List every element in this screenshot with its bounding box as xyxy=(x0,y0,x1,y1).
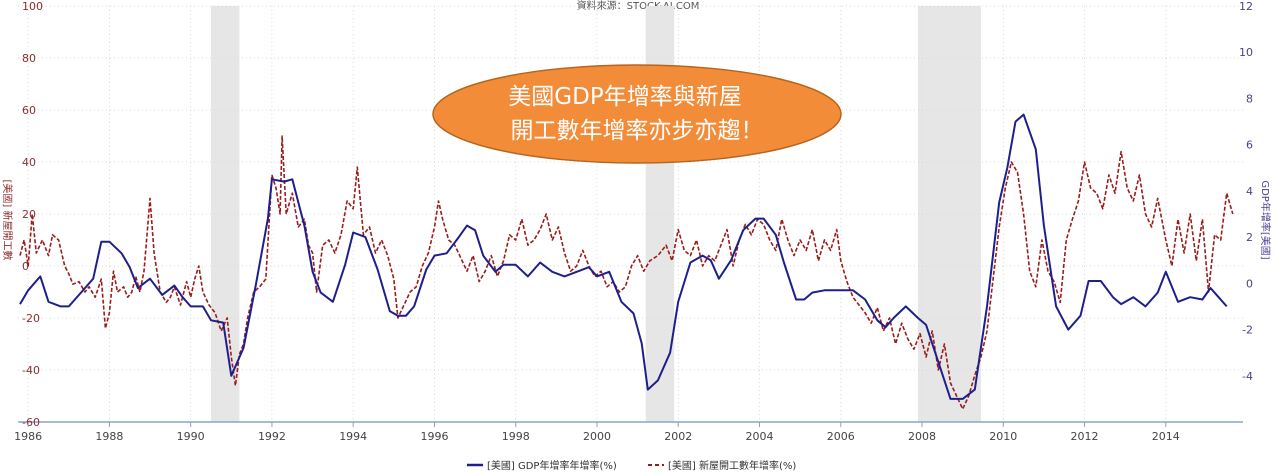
left-tick-label: -60 xyxy=(22,416,40,429)
right-axis-title: GDP年增率[美國] xyxy=(1259,180,1272,259)
housing-starts-line xyxy=(19,135,1234,410)
x-tick-label: 1990 xyxy=(177,430,205,443)
right-tick-label: 4 xyxy=(1246,185,1253,198)
left-axis-title: [美國] 新屋開工數 xyxy=(1,180,14,261)
left-tick-label: 100 xyxy=(22,0,43,13)
legend: [美國] GDP年增率年增率(%) [美國] 新屋開工數年增率(%) xyxy=(467,459,796,472)
x-tick-label: 2010 xyxy=(989,430,1017,443)
annotation-line-2: 開工數年增率亦步亦趨！ xyxy=(511,118,764,144)
x-tick-label: 1992 xyxy=(258,430,286,443)
legend-label-gdp: [美國] GDP年增率年增率(%) xyxy=(487,459,617,472)
right-tick-label: 10 xyxy=(1239,46,1253,59)
x-tick-label: 2006 xyxy=(827,430,855,443)
x-tick-label: 1994 xyxy=(339,430,367,443)
x-tick-label: 2008 xyxy=(908,430,936,443)
x-tick-label: 2004 xyxy=(746,430,774,443)
x-axis-ticks: 1986 1988 1990 1992 1994 1996 1998 2000 2002 2004… xyxy=(14,422,1180,443)
right-tick-label: 12 xyxy=(1239,0,1253,13)
right-tick-label: 0 xyxy=(1246,277,1253,290)
legend-label-housing: [美國] 新屋開工數年增率(%) xyxy=(668,459,796,472)
right-tick-label: -2 xyxy=(1242,324,1253,337)
x-tick-label: 2014 xyxy=(1152,430,1180,443)
x-tick-label: 2012 xyxy=(1071,430,1099,443)
left-tick-label: 60 xyxy=(22,104,36,117)
x-tick-label: 1996 xyxy=(420,430,448,443)
x-tick-label: 1998 xyxy=(502,430,530,443)
x-tick-label: 1988 xyxy=(95,430,123,443)
right-tick-label: 6 xyxy=(1246,139,1253,152)
right-tick-label: 8 xyxy=(1246,92,1253,105)
annotation-bubble xyxy=(432,64,842,164)
left-axis-ticks: 100 80 60 40 20 0 -20 -40 -60 xyxy=(22,0,43,429)
annotation-line-1: 美國GDP年增率與新屋 xyxy=(508,84,741,110)
gridlines xyxy=(18,5,1243,423)
series-layer xyxy=(19,113,1234,410)
right-tick-label: 2 xyxy=(1246,231,1253,244)
left-tick-label: 40 xyxy=(22,156,36,169)
left-tick-label: 0 xyxy=(22,260,29,273)
left-tick-label: 80 xyxy=(22,52,36,65)
left-tick-label: -20 xyxy=(22,312,40,325)
right-axis-ticks: 12 10 8 6 4 2 0 -2 -4 xyxy=(1239,0,1253,383)
x-tick-label: 1986 xyxy=(14,430,42,443)
left-tick-label: -40 xyxy=(22,364,40,377)
recession-band-0 xyxy=(210,6,240,422)
left-tick-label: 20 xyxy=(22,208,36,221)
right-tick-label: -4 xyxy=(1242,370,1253,383)
x-tick-label: 2000 xyxy=(583,430,611,443)
recession-band-2 xyxy=(917,6,981,422)
x-tick-label: 2002 xyxy=(664,430,692,443)
annotation-callout: 美國GDP年增率與新屋 開工數年增率亦步亦趨！ xyxy=(432,64,842,164)
gdp-growth-line xyxy=(19,113,1228,400)
